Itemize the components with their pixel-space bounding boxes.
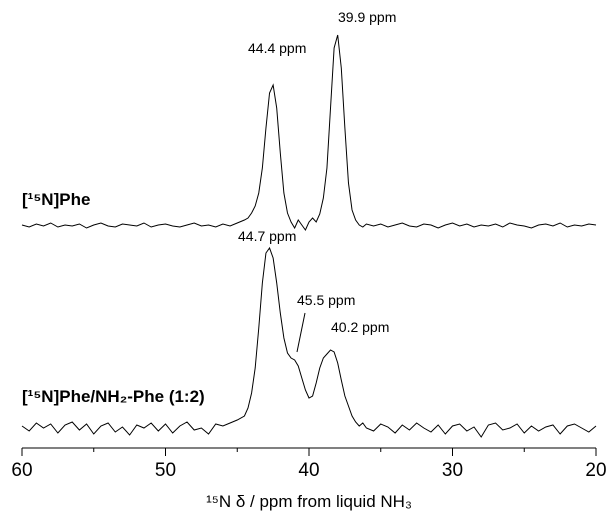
x-tick-label: 20 <box>585 460 606 481</box>
peak-annotation: 39.9 ppm <box>338 9 396 25</box>
x-tick-label: 40 <box>298 460 319 481</box>
x-axis-label: ¹⁵N δ / ppm from liquid NH₃ <box>206 492 412 511</box>
spectrum-line <box>21 34 597 231</box>
x-tick-label: 60 <box>11 460 32 481</box>
series-label: [¹⁵N]Phe/NH₂-Phe (1:2) <box>22 387 205 406</box>
x-tick-label: 50 <box>155 460 176 481</box>
leader-line <box>296 312 306 353</box>
peak-annotation: 44.4 ppm <box>248 40 306 56</box>
peak-annotation: 44.7 ppm <box>238 228 296 244</box>
spectrum-line <box>21 246 597 438</box>
peak-annotation: 45.5 ppm <box>297 292 355 308</box>
peak-annotation: 40.2 ppm <box>331 319 389 335</box>
x-tick-label: 30 <box>442 460 463 481</box>
series-label: [¹⁵N]Phe <box>22 190 90 209</box>
